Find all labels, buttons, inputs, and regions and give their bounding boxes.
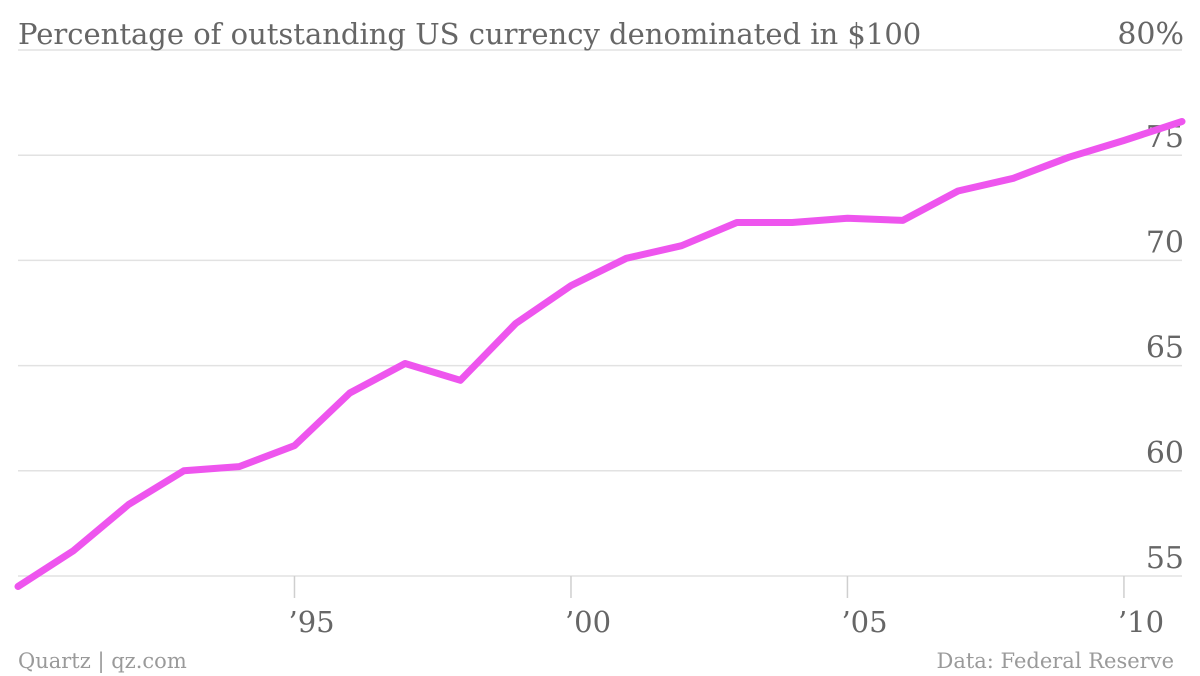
series-line (14, 118, 1186, 590)
y-tick-label: 80% (1117, 17, 1184, 52)
x-tick-label: ’10 (1118, 605, 1164, 639)
footer-credit: Quartz | qz.com (18, 649, 187, 674)
y-tick-label: 55 (1146, 541, 1184, 576)
x-tick-label: ’05 (841, 605, 887, 639)
y-tick-label: 60 (1146, 436, 1184, 471)
footer-source: Data: Federal Reserve (936, 649, 1174, 673)
x-tick-label: ’00 (565, 605, 611, 639)
x-tick-label: ’95 (288, 605, 334, 639)
chart-title: Percentage of outstanding US currency de… (18, 17, 921, 51)
x-axis: ’95 ’00 ’05 ’10 (288, 576, 1164, 639)
y-tick-label: 70 (1146, 225, 1184, 260)
gridlines (18, 49, 1182, 577)
y-tick-label: 65 (1146, 331, 1184, 366)
series-layer (14, 118, 1186, 590)
